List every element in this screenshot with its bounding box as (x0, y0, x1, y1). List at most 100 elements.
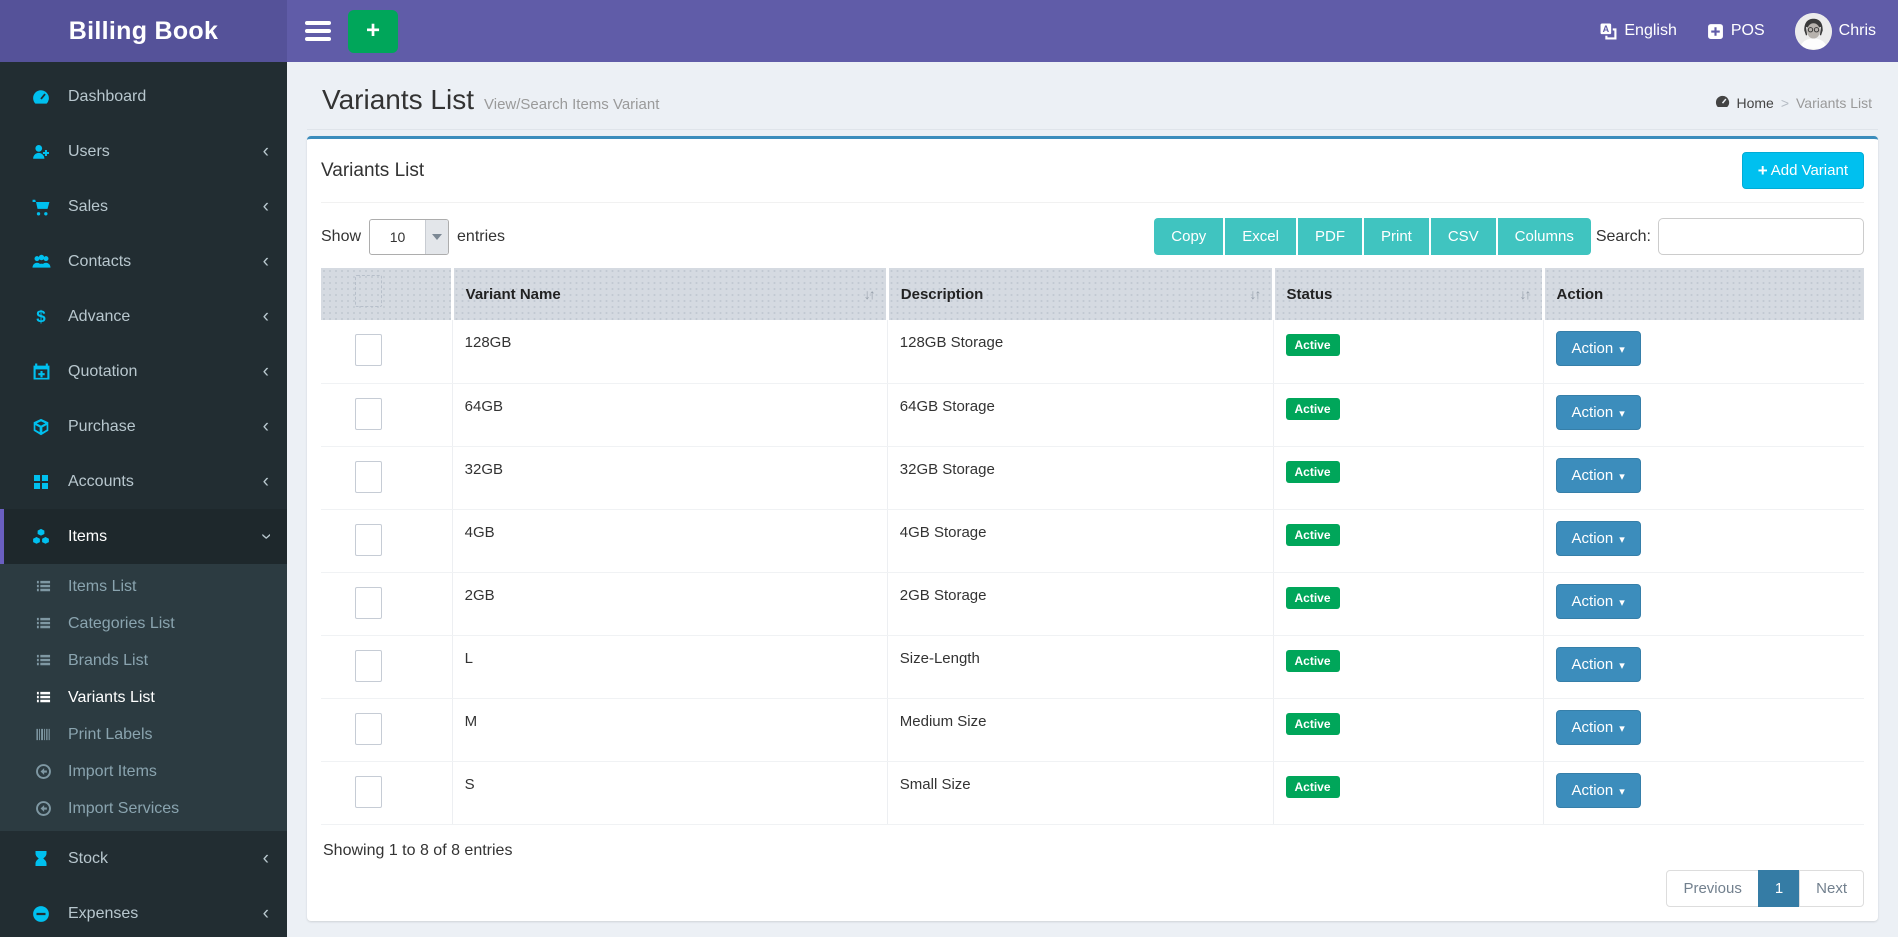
sort-icon[interactable]: ↓↑ (863, 285, 876, 302)
sidebar-item-quotation[interactable]: Quotation ‹ (0, 344, 287, 399)
row-checkbox[interactable] (355, 460, 382, 493)
column-header-variant-name[interactable]: Variant Name ↓↑ (450, 268, 888, 320)
row-checkbox[interactable] (355, 586, 382, 619)
sidebar-item-label: Users (68, 142, 110, 160)
action-dropdown-button[interactable]: Action ▾ (1555, 457, 1641, 493)
caret-down-icon: ▾ (1619, 785, 1625, 798)
csv-button[interactable]: CSV (1430, 218, 1498, 255)
sidebar-item-purchase[interactable]: Purchase ‹ (0, 399, 287, 454)
sidebar-item-label: Dashboard (68, 87, 147, 105)
sidebar-item-sales[interactable]: Sales ‹ (0, 179, 287, 234)
quick-add-button[interactable]: + (348, 9, 398, 53)
action-dropdown-button[interactable]: Action ▾ (1555, 394, 1641, 430)
print-button[interactable]: Print (1363, 218, 1431, 255)
select-all-checkbox[interactable] (355, 275, 382, 307)
table-row: 4GB 4GB Storage Active Action ▾ (321, 509, 1864, 573)
plus-icon: + (1757, 161, 1768, 180)
status-badge: Active (1285, 712, 1340, 735)
sidebar-item-expenses[interactable]: Expenses ‹ (0, 886, 287, 937)
action-dropdown-button[interactable]: Action ▾ (1555, 772, 1641, 808)
row-checkbox[interactable] (355, 397, 382, 430)
column-header-status[interactable]: Status ↓↑ (1271, 268, 1544, 320)
table-row: 32GB 32GB Storage Active Action ▾ (321, 446, 1864, 510)
action-dropdown-button[interactable]: Action ▾ (1555, 646, 1641, 682)
variant-name-cell: L (452, 635, 888, 699)
column-header-description[interactable]: Description ↓↑ (885, 268, 1274, 320)
row-checkbox[interactable] (355, 523, 382, 556)
sidebar-item-users[interactable]: Users ‹ (0, 124, 287, 179)
sidebar-item-stock[interactable]: Stock ‹ (0, 831, 287, 886)
excel-button[interactable]: Excel (1225, 218, 1298, 255)
sidebar-item-brands-list[interactable]: Brands List (0, 642, 287, 679)
description-cell: 2GB Storage (887, 572, 1274, 636)
row-checkbox[interactable] (355, 334, 382, 366)
status-badge: Active (1285, 460, 1340, 483)
sidebar-item-items[interactable]: Items ‹ (0, 509, 287, 564)
row-checkbox[interactable] (355, 775, 382, 808)
columns-button[interactable]: Columns (1497, 218, 1591, 255)
caret-down-icon: ▾ (1619, 407, 1625, 420)
import-arrow-icon (32, 763, 54, 780)
status-badge: Active (1285, 397, 1340, 420)
sidebar-item-contacts[interactable]: Contacts ‹ (0, 234, 287, 289)
language-icon: A (1600, 23, 1617, 40)
action-dropdown-button[interactable]: Action ▾ (1555, 583, 1641, 619)
brand-logo[interactable]: Billing Book (0, 0, 287, 62)
sidebar-item-accounts[interactable]: Accounts ‹ (0, 454, 287, 509)
table-row: M Medium Size Active Action ▾ (321, 698, 1864, 762)
svg-text:A: A (1603, 24, 1610, 34)
page-subtitle: View/Search Items Variant (484, 96, 660, 113)
pos-label: POS (1730, 22, 1765, 39)
entries-label: entries (457, 227, 506, 245)
language-menu[interactable]: A English (1600, 22, 1677, 40)
search-input[interactable] (1658, 218, 1864, 255)
description-cell: Size-Length (887, 635, 1274, 699)
sidebar-item-variants-list[interactable]: Variants List (0, 679, 287, 716)
action-dropdown-button[interactable]: Action ▾ (1555, 709, 1641, 745)
action-dropdown-button[interactable]: Action ▾ (1555, 520, 1641, 556)
status-badge: Active (1285, 649, 1340, 672)
sidebar-item-label: Import Items (68, 762, 157, 780)
page-title: Variants List (322, 84, 474, 115)
sidebar-item-print-labels[interactable]: Print Labels (0, 716, 287, 753)
row-checkbox[interactable] (355, 712, 382, 745)
user-menu[interactable]: Chris (1794, 12, 1876, 50)
sort-icon[interactable]: ↓↑ (1519, 285, 1532, 302)
sidebar-item-import-items[interactable]: Import Items (0, 753, 287, 790)
sidebar-toggle-icon[interactable] (305, 21, 331, 41)
table-header-row: Variant Name ↓↑ Description ↓↑ Status ↓↑ Ac… (321, 268, 1864, 320)
sidebar-item-label: Quotation (68, 362, 138, 380)
user-plus-icon (29, 143, 53, 161)
home-dashboard-icon (1715, 94, 1730, 112)
sidebar-item-label: Sales (68, 197, 109, 215)
pagination-page-1[interactable]: 1 (1757, 869, 1801, 907)
panel-header: Variants List + Add Variant (321, 139, 1864, 203)
pagination-next[interactable]: Next (1799, 869, 1864, 907)
variants-panel: Variants List + Add Variant Show 10 entr… (307, 136, 1878, 921)
grid-icon (29, 474, 53, 490)
sidebar-item-categories-list[interactable]: Categories List (0, 605, 287, 642)
status-badge: Active (1285, 334, 1340, 356)
description-cell: 128GB Storage (887, 320, 1274, 384)
breadcrumb-home[interactable]: Home (1715, 94, 1774, 112)
add-variant-button[interactable]: + Add Variant (1741, 152, 1864, 189)
sort-icon[interactable]: ↓↑ (1249, 285, 1262, 302)
sidebar-item-import-services[interactable]: Import Services (0, 790, 287, 827)
page-length-value: 10 (389, 228, 406, 245)
content-header: Variants List View/Search Items Variant … (307, 62, 1878, 130)
pos-menu[interactable]: POS (1707, 22, 1765, 40)
sidebar-item-items-list[interactable]: Items List (0, 568, 287, 605)
action-dropdown-button[interactable]: Action ▾ (1555, 331, 1641, 366)
breadcrumb: Home > Variants List (1715, 94, 1872, 112)
import-arrow-icon (32, 800, 54, 817)
sidebar-item-dashboard[interactable]: Dashboard (0, 69, 287, 124)
copy-button[interactable]: Copy (1154, 218, 1226, 255)
pagination-previous[interactable]: Previous (1666, 869, 1759, 907)
page-length-select[interactable]: 10 (369, 218, 450, 255)
sidebar-item-label: Print Labels (68, 725, 153, 743)
sidebar: Dashboard Users ‹ Sales ‹ Contacts ‹ $ A… (0, 62, 287, 937)
sidebar-item-advance[interactable]: $ Advance ‹ (0, 289, 287, 344)
row-checkbox[interactable] (355, 649, 382, 682)
pdf-button[interactable]: PDF (1297, 218, 1364, 255)
description-cell: Small Size (887, 761, 1274, 825)
